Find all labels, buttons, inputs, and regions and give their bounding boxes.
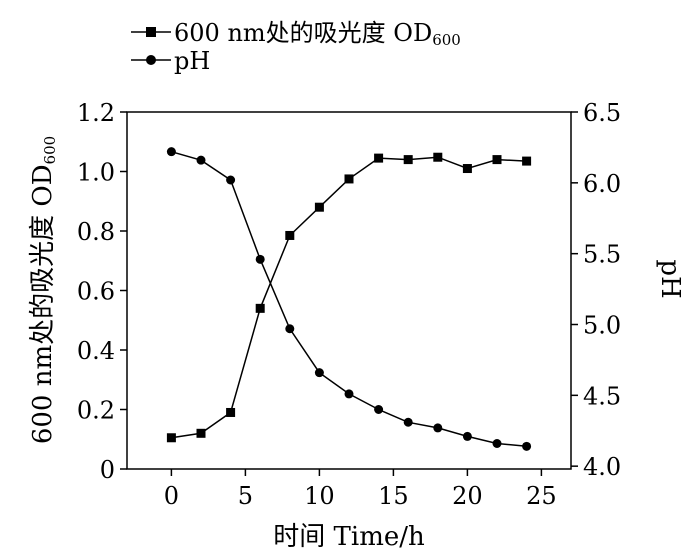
left-y-tick-label: 0.2 (77, 397, 115, 425)
legend-od600-name: 600 nm处的吸光度 OD (174, 19, 432, 47)
left-y-axis-title-subscript: 600 (41, 136, 59, 165)
data-point-od600 (344, 174, 354, 184)
right-y-tick-label: 4.5 (583, 382, 621, 410)
right-y-tick-label: 6.0 (583, 170, 621, 198)
data-point-ph (255, 254, 265, 264)
legend-label-od600: 600 nm处的吸光度 OD600 (174, 19, 461, 49)
series-line-ph (171, 150, 527, 448)
right-y-axis: 4.0 4.5 5.0 5.5 6.0 6.5 (571, 99, 621, 481)
x-axis: 0 5 10 15 20 25 (164, 469, 557, 510)
data-point-ph (226, 175, 236, 185)
data-point-od600 (522, 156, 532, 166)
left-y-tick-label: 0.8 (77, 218, 115, 246)
data-point-od600 (403, 155, 413, 165)
left-y-tick-label: 1.0 (77, 159, 115, 187)
legend-marker-square (146, 27, 156, 37)
data-point-ph (314, 368, 324, 378)
data-point-ph (344, 389, 354, 399)
data-point-ph (374, 405, 384, 414)
x-tick-label: 25 (526, 482, 557, 510)
data-point-od600 (255, 303, 265, 313)
data-point-ph (462, 431, 472, 441)
x-tick-label: 10 (304, 482, 335, 510)
x-tick-label: 5 (238, 482, 253, 510)
data-point-od600 (226, 407, 236, 417)
x-tick-label: 0 (164, 482, 179, 510)
data-point-ph (285, 324, 295, 334)
left-y-tick-label: 0.6 (77, 278, 115, 306)
data-point-ph (166, 147, 176, 157)
legend-item-od600: 600 nm处的吸光度 OD600 (131, 19, 461, 49)
plot-series (166, 147, 532, 451)
left-y-tick-label: 0.4 (77, 337, 115, 365)
right-y-tick-label: 5.0 (583, 312, 621, 340)
left-y-axis-title-text: 600 nm处的吸光度 OD (28, 164, 58, 444)
legend-marker-circle (146, 55, 156, 65)
right-y-tick-label: 4.0 (583, 453, 621, 481)
legend-item-ph: pH (131, 47, 210, 75)
data-point-od600 (196, 428, 206, 438)
data-point-ph (492, 439, 502, 448)
data-point-ph (433, 423, 443, 433)
left-y-axis-title: 600 nm处的吸光度 OD600 (28, 136, 59, 444)
data-point-ph (522, 441, 532, 451)
data-point-od600 (285, 230, 295, 240)
legend: 600 nm处的吸光度 OD600 pH (131, 19, 461, 75)
data-point-od600 (462, 164, 472, 174)
right-y-axis-title: pH (655, 259, 685, 298)
legend-label-ph: pH (174, 47, 210, 75)
data-point-od600 (314, 202, 324, 212)
x-axis-title: 时间 Time/h (273, 522, 425, 552)
data-point-od600 (374, 153, 384, 163)
left-y-tick-label: 0 (100, 456, 115, 484)
data-point-od600 (166, 433, 176, 443)
series-od600 (166, 152, 532, 443)
left-y-axis: 0 0.2 0.4 0.6 0.8 1.0 1.2 (77, 99, 127, 484)
data-point-od600 (433, 152, 443, 162)
data-point-od600 (492, 155, 502, 165)
left-y-tick-label: 1.2 (77, 99, 115, 127)
plot-frame (126, 111, 572, 470)
right-y-tick-label: 5.5 (583, 241, 621, 269)
legend-od600-subscript: 600 (432, 31, 461, 49)
series-ph (166, 147, 532, 451)
right-y-tick-label: 6.5 (583, 99, 621, 127)
x-tick-label: 20 (452, 482, 483, 510)
data-point-ph (403, 417, 413, 427)
x-tick-label: 15 (378, 482, 409, 510)
data-point-ph (196, 155, 206, 165)
